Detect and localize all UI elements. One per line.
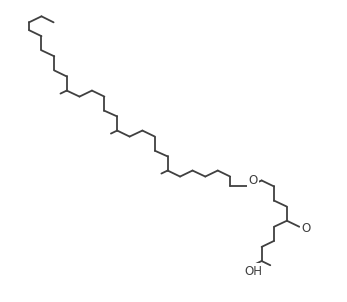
Text: OH: OH [244, 265, 262, 278]
Text: O: O [302, 222, 311, 235]
Text: O: O [248, 174, 257, 187]
